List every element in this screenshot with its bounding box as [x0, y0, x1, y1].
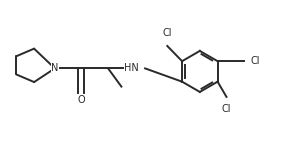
Text: HN: HN [124, 63, 139, 73]
Text: Cl: Cl [222, 104, 231, 114]
Text: N: N [51, 63, 59, 73]
Text: Cl: Cl [162, 28, 172, 38]
Text: Cl: Cl [250, 56, 260, 66]
Text: O: O [77, 95, 85, 104]
